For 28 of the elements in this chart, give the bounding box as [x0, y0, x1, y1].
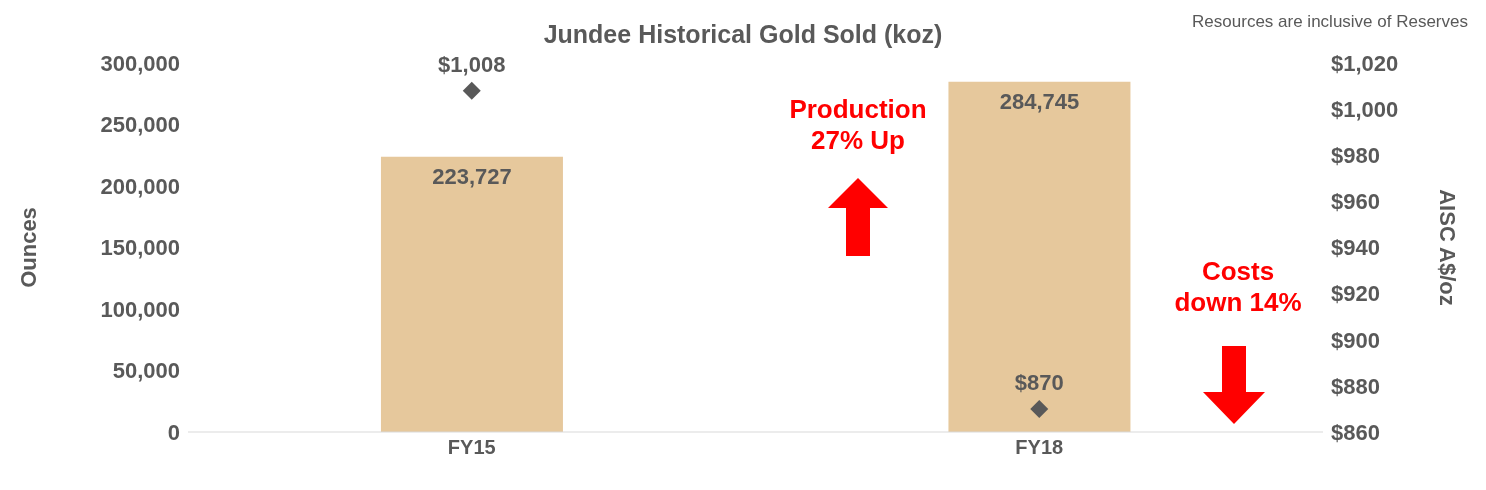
y2-tick-label: $920: [1331, 281, 1380, 307]
data-label: $1,008: [438, 52, 506, 78]
data-label: 223,727: [432, 164, 512, 190]
y2-tick-label: $940: [1331, 235, 1380, 261]
y2-tick-label: $1,020: [1331, 50, 1399, 76]
y-tick-label: 300,000: [100, 50, 180, 76]
y2-tick-label: $880: [1331, 373, 1380, 399]
x-tick-label: FY15: [447, 436, 496, 459]
data-label: 284,745: [999, 89, 1080, 115]
y-tick-label: 200,000: [100, 173, 180, 199]
annotation: Production 27% Up: [788, 94, 928, 157]
y-tick-label: 100,000: [100, 296, 180, 322]
y2-tick-label: $980: [1331, 143, 1380, 169]
chart-title: Jundee Historical Gold Sold (koz): [543, 20, 943, 48]
y2-tick-label: $1,000: [1331, 96, 1399, 122]
y2-tick-label: $860: [1331, 419, 1380, 445]
y-tick-label: 50,000: [112, 358, 180, 384]
y-axis-title: Ounces: [15, 207, 41, 288]
x-tick-label: FY18: [1015, 436, 1064, 459]
y-tick-label: 0: [167, 419, 180, 445]
annotation: Costs down 14%: [1174, 256, 1302, 318]
y2-tick-label: $960: [1331, 189, 1380, 215]
y2-axis-title: AISC A$/oz: [1435, 189, 1461, 306]
y2-tick-label: $900: [1331, 327, 1380, 353]
data-label: $870: [1014, 370, 1064, 396]
text: Resources are inclusive of Reserves: [1191, 12, 1468, 33]
y-tick-label: 250,000: [100, 112, 180, 138]
y-tick-label: 150,000: [100, 235, 180, 261]
